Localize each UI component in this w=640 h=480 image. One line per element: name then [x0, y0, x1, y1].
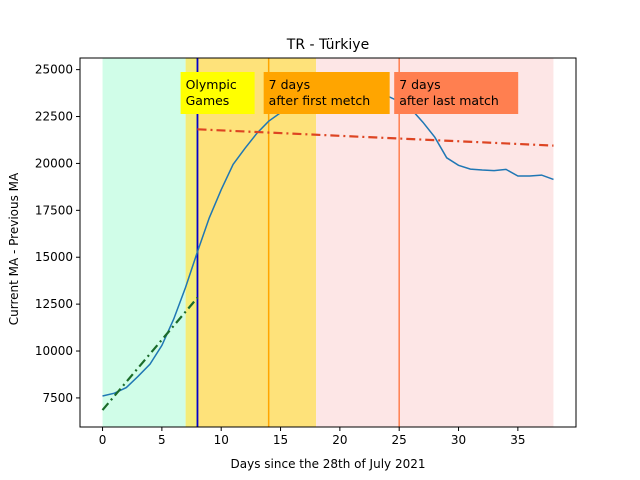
chart-title: TR - Türkiye — [286, 37, 369, 53]
early-trend-line — [101, 296, 199, 411]
annotation-box-olympic-games — [180, 72, 255, 114]
annotation-text-last-match: 7 days — [399, 77, 440, 92]
y-tick-label: 10000 — [35, 344, 73, 358]
x-axis-ticks: 0 5 10 15 20 25 30 35 — [99, 427, 525, 447]
annotation-text-olympic-games: Olympic — [186, 77, 237, 92]
plot-frame — [79, 57, 577, 428]
y-tick-label: 20000 — [35, 156, 73, 170]
annotation-box-first-match — [263, 72, 390, 114]
x-tick-label: 35 — [510, 433, 525, 447]
band-games — [197, 58, 317, 427]
band-pre-games — [102, 58, 186, 427]
background-bands — [102, 58, 554, 427]
x-tick-label: 15 — [273, 433, 288, 447]
late-trend-line — [197, 128, 554, 147]
x-tick-label: 10 — [214, 433, 229, 447]
annotation-text-first-match: 7 days — [269, 77, 310, 92]
y-tick-label: 15000 — [35, 250, 73, 264]
y-tick-label: 17500 — [35, 203, 73, 217]
band-games-start — [185, 58, 198, 427]
x-tick-label: 5 — [158, 433, 166, 447]
x-tick-label: 25 — [392, 433, 407, 447]
annotation-text-first-match: after first metch — [269, 93, 371, 108]
annotation-text-olympic-games: Games — [186, 93, 230, 108]
annotation-text-last-match: after last match — [399, 93, 499, 108]
y-axis-label: Current MA - Previous MA — [7, 172, 21, 325]
y-tick-label: 25000 — [35, 63, 73, 77]
x-tick-label: 20 — [332, 433, 347, 447]
y-tick-label: 22500 — [35, 110, 73, 124]
annotation-box-last-match — [394, 72, 519, 114]
x-tick-label: 30 — [451, 433, 466, 447]
y-axis-ticks: 7500 10000 12500 15000 17500 20000 22500 25000 — [35, 63, 80, 405]
band-post-games — [316, 58, 554, 427]
event-lines — [196, 58, 400, 427]
y-tick-label: 12500 — [35, 297, 73, 311]
x-tick-label: 0 — [99, 433, 107, 447]
x-axis-label: Days since the 28th of July 2021 — [231, 457, 426, 471]
y-tick-label: 7500 — [42, 391, 73, 405]
